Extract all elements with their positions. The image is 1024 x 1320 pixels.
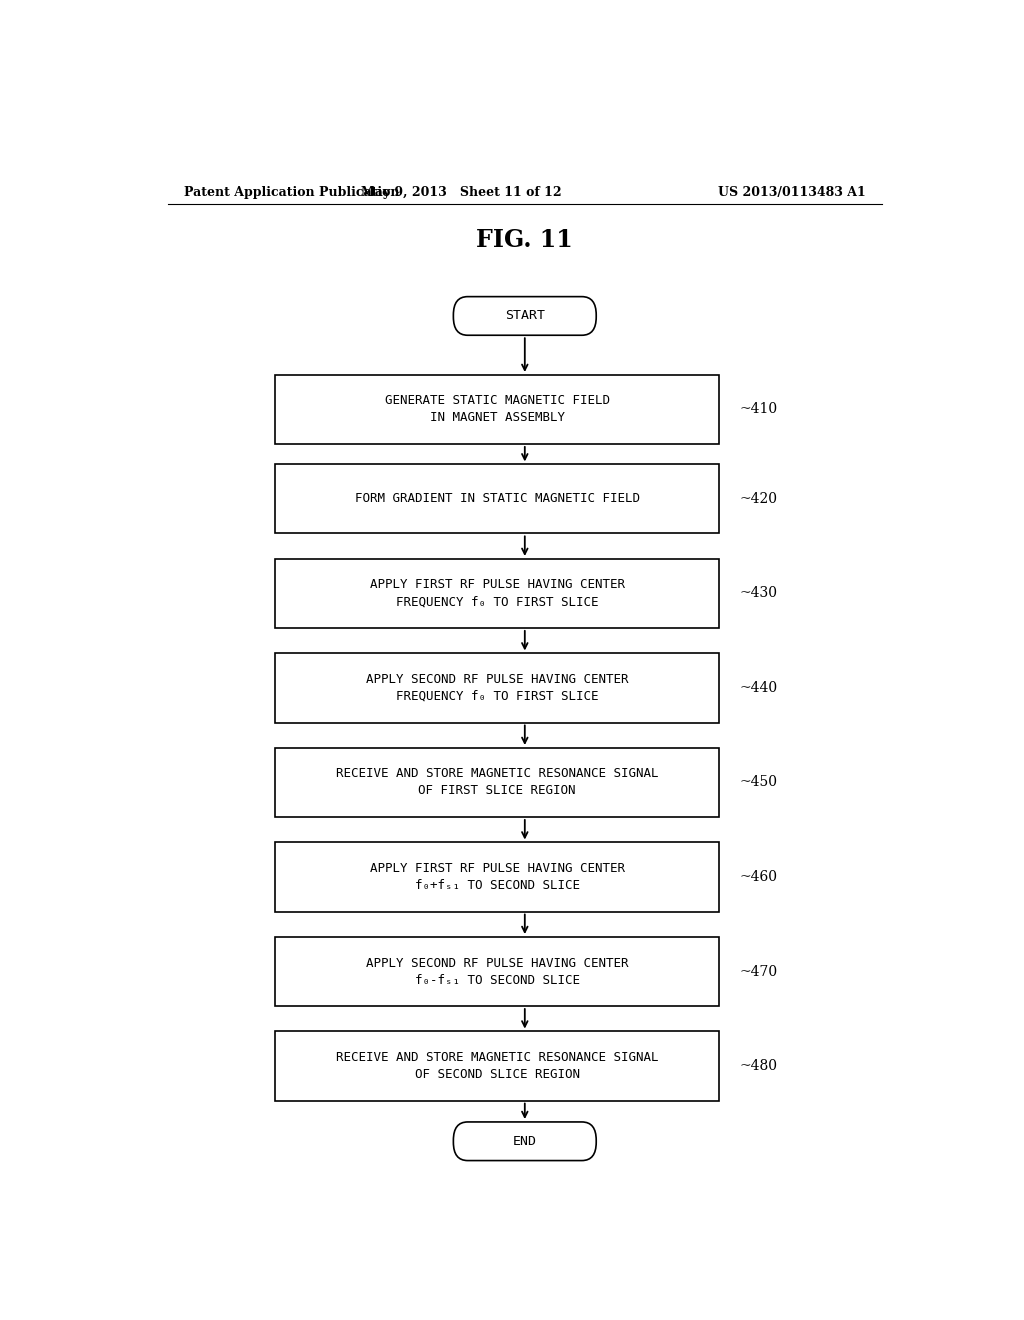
Text: May 9, 2013   Sheet 11 of 12: May 9, 2013 Sheet 11 of 12: [361, 186, 561, 199]
FancyBboxPatch shape: [274, 1031, 719, 1101]
FancyBboxPatch shape: [454, 297, 596, 335]
FancyBboxPatch shape: [274, 937, 719, 1006]
Text: FORM GRADIENT IN STATIC MAGNETIC FIELD: FORM GRADIENT IN STATIC MAGNETIC FIELD: [354, 492, 640, 506]
FancyBboxPatch shape: [274, 375, 719, 444]
Text: APPLY SECOND RF PULSE HAVING CENTER
f₀-fₛ₁ TO SECOND SLICE: APPLY SECOND RF PULSE HAVING CENTER f₀-f…: [366, 957, 629, 986]
Text: APPLY FIRST RF PULSE HAVING CENTER
f₀+fₛ₁ TO SECOND SLICE: APPLY FIRST RF PULSE HAVING CENTER f₀+fₛ…: [370, 862, 625, 892]
Text: ~410: ~410: [739, 403, 777, 416]
Text: RECEIVE AND STORE MAGNETIC RESONANCE SIGNAL
OF SECOND SLICE REGION: RECEIVE AND STORE MAGNETIC RESONANCE SIG…: [336, 1051, 658, 1081]
FancyBboxPatch shape: [274, 748, 719, 817]
Text: ~450: ~450: [739, 775, 777, 789]
Text: FIG. 11: FIG. 11: [476, 228, 573, 252]
FancyBboxPatch shape: [274, 653, 719, 722]
Text: START: START: [505, 309, 545, 322]
Text: RECEIVE AND STORE MAGNETIC RESONANCE SIGNAL
OF FIRST SLICE REGION: RECEIVE AND STORE MAGNETIC RESONANCE SIG…: [336, 767, 658, 797]
Text: US 2013/0113483 A1: US 2013/0113483 A1: [718, 186, 866, 199]
Text: ~440: ~440: [739, 681, 777, 694]
Text: ~430: ~430: [739, 586, 777, 601]
Text: ~470: ~470: [739, 965, 777, 978]
Text: ~420: ~420: [739, 492, 777, 506]
Text: APPLY FIRST RF PULSE HAVING CENTER
FREQUENCY f₀ TO FIRST SLICE: APPLY FIRST RF PULSE HAVING CENTER FREQU…: [370, 578, 625, 609]
Text: END: END: [513, 1135, 537, 1148]
Text: ~460: ~460: [739, 870, 777, 884]
FancyBboxPatch shape: [274, 465, 719, 533]
Text: GENERATE STATIC MAGNETIC FIELD
IN MAGNET ASSEMBLY: GENERATE STATIC MAGNETIC FIELD IN MAGNET…: [385, 395, 609, 425]
Text: APPLY SECOND RF PULSE HAVING CENTER
FREQUENCY f₀ TO FIRST SLICE: APPLY SECOND RF PULSE HAVING CENTER FREQ…: [366, 673, 629, 704]
FancyBboxPatch shape: [454, 1122, 596, 1160]
FancyBboxPatch shape: [274, 558, 719, 628]
Text: Patent Application Publication: Patent Application Publication: [183, 186, 399, 199]
FancyBboxPatch shape: [274, 842, 719, 912]
Text: ~480: ~480: [739, 1059, 777, 1073]
